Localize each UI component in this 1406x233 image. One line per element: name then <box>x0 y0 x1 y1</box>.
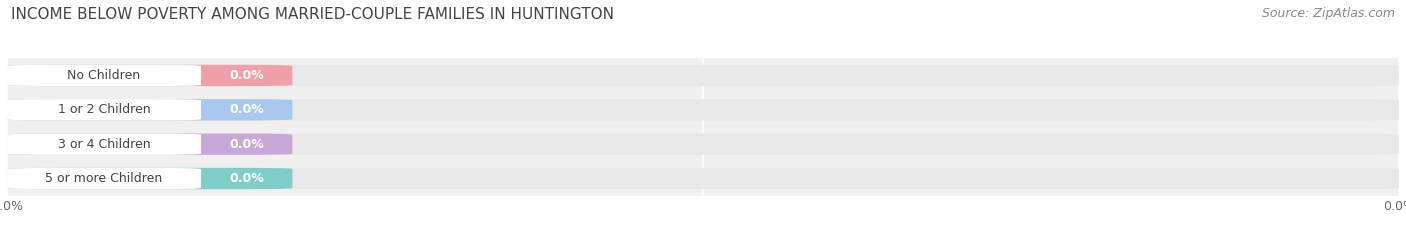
FancyBboxPatch shape <box>7 134 292 155</box>
Text: INCOME BELOW POVERTY AMONG MARRIED-COUPLE FAMILIES IN HUNTINGTON: INCOME BELOW POVERTY AMONG MARRIED-COUPL… <box>11 7 614 22</box>
FancyBboxPatch shape <box>7 99 201 120</box>
FancyBboxPatch shape <box>7 99 1399 120</box>
FancyBboxPatch shape <box>7 99 292 120</box>
FancyBboxPatch shape <box>7 134 1399 155</box>
Text: 0.0%: 0.0% <box>229 138 264 151</box>
FancyBboxPatch shape <box>7 168 292 189</box>
Text: 1 or 2 Children: 1 or 2 Children <box>58 103 150 116</box>
FancyBboxPatch shape <box>7 134 201 155</box>
Text: 0.0%: 0.0% <box>229 103 264 116</box>
FancyBboxPatch shape <box>7 168 1399 189</box>
Text: 5 or more Children: 5 or more Children <box>45 172 163 185</box>
FancyBboxPatch shape <box>7 168 201 189</box>
Text: Source: ZipAtlas.com: Source: ZipAtlas.com <box>1261 7 1395 20</box>
FancyBboxPatch shape <box>7 65 1399 86</box>
FancyBboxPatch shape <box>7 65 201 86</box>
Text: 3 or 4 Children: 3 or 4 Children <box>58 138 150 151</box>
Text: 0.0%: 0.0% <box>229 69 264 82</box>
Text: No Children: No Children <box>67 69 141 82</box>
FancyBboxPatch shape <box>7 65 292 86</box>
Text: 0.0%: 0.0% <box>229 172 264 185</box>
